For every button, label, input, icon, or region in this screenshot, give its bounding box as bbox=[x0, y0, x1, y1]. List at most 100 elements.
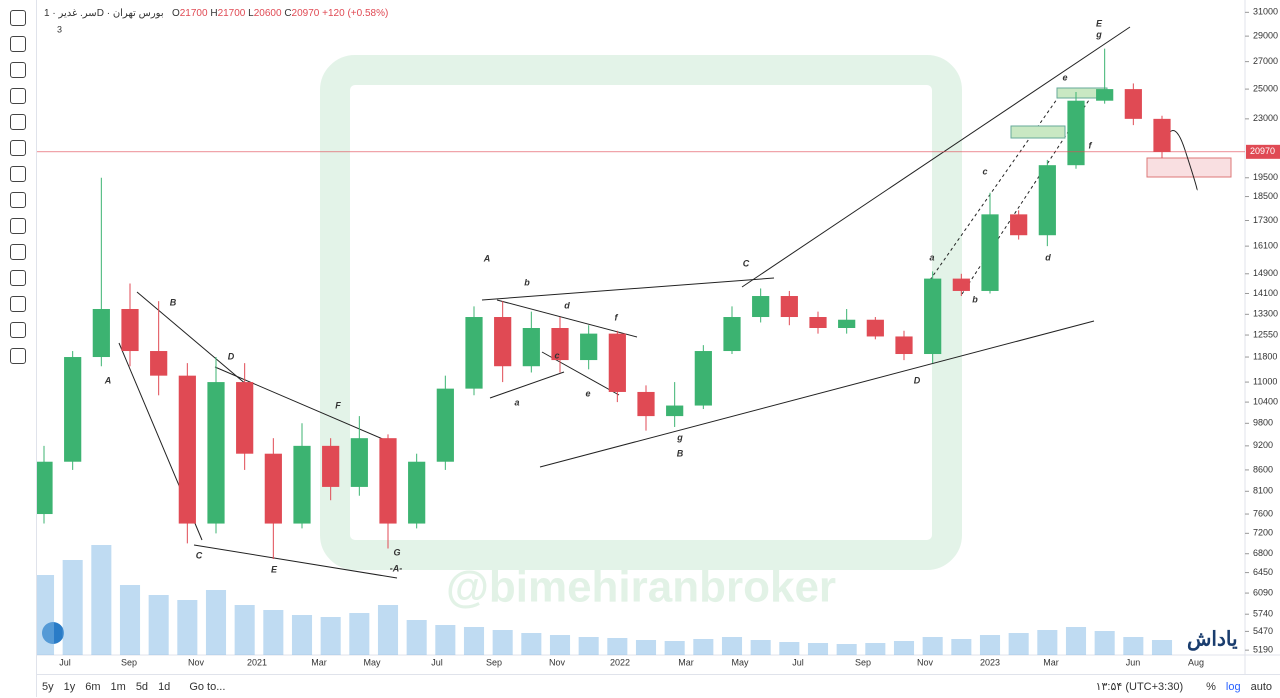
candle-body bbox=[379, 438, 397, 524]
tool[interactable] bbox=[10, 218, 26, 234]
range[interactable]: 5y bbox=[42, 680, 54, 693]
volume-bar bbox=[435, 625, 456, 655]
last-price-badge bbox=[1246, 144, 1280, 159]
x-tick-label: 2021 bbox=[247, 657, 267, 667]
candle-body bbox=[121, 308, 139, 352]
tool[interactable] bbox=[10, 88, 26, 104]
tool[interactable] bbox=[10, 166, 26, 182]
wave-label: e bbox=[1062, 72, 1067, 82]
wave-label: c bbox=[554, 350, 559, 360]
auto[interactable]: auto bbox=[1250, 680, 1272, 693]
y-tick-label: 19500 bbox=[1253, 172, 1278, 182]
tool[interactable] bbox=[10, 348, 26, 364]
y-tick-label: 14100 bbox=[1253, 288, 1278, 298]
wave-label: f bbox=[1089, 140, 1093, 150]
wave-label: E bbox=[1096, 18, 1103, 28]
volume-bar bbox=[1065, 627, 1087, 655]
y-tick-label: 8100 bbox=[1253, 486, 1273, 496]
candle-body bbox=[494, 317, 512, 367]
wave-label: d bbox=[564, 300, 570, 310]
drawings bbox=[118, 26, 1131, 579]
wave-label: A bbox=[104, 375, 112, 385]
value: 21700 bbox=[179, 8, 208, 19]
wave-label: b bbox=[972, 294, 978, 304]
range[interactable]: 6m bbox=[85, 680, 101, 693]
wave-label: D bbox=[228, 351, 235, 361]
volume-bar bbox=[1008, 633, 1029, 655]
x-tick-label: Nov bbox=[917, 657, 934, 667]
tool[interactable] bbox=[10, 36, 26, 52]
drawing-toolbar bbox=[0, 0, 37, 697]
x-tick-label: May bbox=[731, 657, 749, 667]
goto[interactable]: Go to... bbox=[189, 680, 226, 693]
tool[interactable] bbox=[10, 114, 26, 130]
wave-label: f bbox=[615, 312, 619, 322]
x-tick-label: Sep bbox=[486, 657, 502, 667]
tool[interactable] bbox=[10, 322, 26, 338]
volume-bar bbox=[263, 610, 284, 655]
log[interactable]: log bbox=[1225, 680, 1241, 693]
x-tick-label: Aug bbox=[1188, 657, 1204, 667]
tool[interactable] bbox=[10, 270, 26, 286]
volume-bar bbox=[148, 595, 169, 655]
range[interactable]: 5d bbox=[135, 680, 149, 693]
range[interactable]: 1m bbox=[110, 680, 126, 693]
watermark-logo bbox=[320, 55, 962, 570]
candle-body bbox=[37, 461, 53, 515]
y-tick-label: 10400 bbox=[1253, 396, 1278, 406]
x-tick-label: Jun bbox=[1126, 657, 1141, 667]
wave-label: g bbox=[676, 432, 683, 442]
x-tick-label: Jul bbox=[431, 657, 443, 667]
y-tick-label: 7600 bbox=[1253, 508, 1273, 518]
tool[interactable] bbox=[10, 10, 26, 26]
last-price-label: 20970 bbox=[1250, 146, 1275, 156]
label: O bbox=[171, 8, 180, 19]
value: 21700 bbox=[217, 8, 246, 19]
tool[interactable] bbox=[10, 192, 26, 208]
candle-body bbox=[350, 438, 368, 487]
bottom-toolbar: 5y 1y 6m 1m 5d 1d Go to... ۱۳:۵۴ (UTC+3:30) %… bbox=[37, 674, 1280, 698]
volume-bar bbox=[1123, 637, 1144, 655]
wave-label: E bbox=[271, 564, 278, 574]
tool[interactable] bbox=[10, 244, 26, 260]
tool[interactable] bbox=[10, 62, 26, 78]
label: L bbox=[248, 8, 254, 19]
wave-label: F bbox=[335, 400, 341, 410]
y-tick-label: 11800 bbox=[1253, 351, 1277, 361]
indicator-count[interactable]: 3 bbox=[57, 24, 62, 34]
wave-label: c bbox=[982, 166, 987, 176]
volume-bar bbox=[377, 605, 399, 655]
y-tick-label: 5190 bbox=[1253, 645, 1273, 655]
range[interactable]: 1d bbox=[158, 680, 171, 693]
change: +120 bbox=[322, 8, 345, 19]
tool[interactable] bbox=[10, 296, 26, 312]
range[interactable]: 1y bbox=[63, 680, 76, 693]
y-tick-label: 14900 bbox=[1253, 268, 1278, 278]
volume-bar bbox=[979, 635, 1001, 655]
candle-body bbox=[666, 405, 684, 417]
volume-bar bbox=[1094, 631, 1115, 655]
candle-body bbox=[551, 328, 569, 361]
candle-body bbox=[952, 278, 970, 291]
y-tick-label: 6450 bbox=[1253, 567, 1273, 577]
candle-body bbox=[465, 317, 483, 389]
zone bbox=[1010, 125, 1066, 139]
volume-bar bbox=[807, 643, 829, 655]
x-tick-label: 2022 bbox=[610, 657, 630, 667]
percent[interactable]: % bbox=[1206, 680, 1216, 693]
exchange: بورس تهران bbox=[112, 8, 164, 19]
volume-bar bbox=[406, 620, 427, 655]
y-tick-label: 18500 bbox=[1253, 191, 1278, 201]
y-tick-label: 12550 bbox=[1253, 329, 1278, 339]
x-tick-label: Nov bbox=[188, 657, 205, 667]
tool[interactable] bbox=[10, 140, 26, 156]
wave-label: C bbox=[196, 550, 203, 560]
wave-label: d bbox=[1045, 252, 1051, 262]
wave-label: b bbox=[524, 277, 530, 287]
candle-body bbox=[436, 388, 454, 462]
wave-label: B bbox=[677, 448, 684, 458]
y-tick-label: 27000 bbox=[1253, 56, 1278, 66]
candle-body bbox=[723, 317, 741, 352]
wave-label: g bbox=[1095, 29, 1102, 39]
